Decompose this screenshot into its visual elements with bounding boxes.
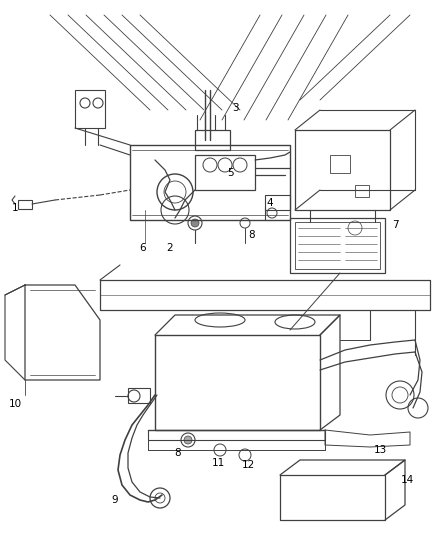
Text: 11: 11 bbox=[212, 458, 225, 468]
Bar bbox=[330, 155, 350, 173]
Bar bbox=[195, 130, 230, 150]
Text: 5: 5 bbox=[227, 168, 233, 178]
Text: 12: 12 bbox=[241, 460, 254, 470]
Bar bbox=[290, 218, 385, 273]
Bar bbox=[355, 185, 369, 197]
Circle shape bbox=[184, 436, 192, 444]
Bar bbox=[128, 388, 150, 403]
Bar bbox=[18, 200, 32, 209]
Text: 9: 9 bbox=[112, 495, 118, 505]
Text: 14: 14 bbox=[400, 475, 413, 485]
Bar bbox=[195, 155, 255, 190]
Text: 8: 8 bbox=[249, 230, 255, 240]
Text: 1: 1 bbox=[12, 203, 18, 213]
Bar bbox=[75, 90, 105, 128]
Bar bbox=[265, 195, 290, 210]
Text: 3: 3 bbox=[232, 103, 238, 113]
Text: 4: 4 bbox=[267, 198, 273, 208]
Circle shape bbox=[191, 219, 199, 227]
Text: 13: 13 bbox=[373, 445, 387, 455]
Text: 7: 7 bbox=[392, 220, 398, 230]
Text: 8: 8 bbox=[175, 448, 181, 458]
Text: 2: 2 bbox=[167, 243, 173, 253]
Text: 6: 6 bbox=[140, 243, 146, 253]
Text: 10: 10 bbox=[8, 399, 21, 409]
Bar bbox=[295, 222, 380, 269]
